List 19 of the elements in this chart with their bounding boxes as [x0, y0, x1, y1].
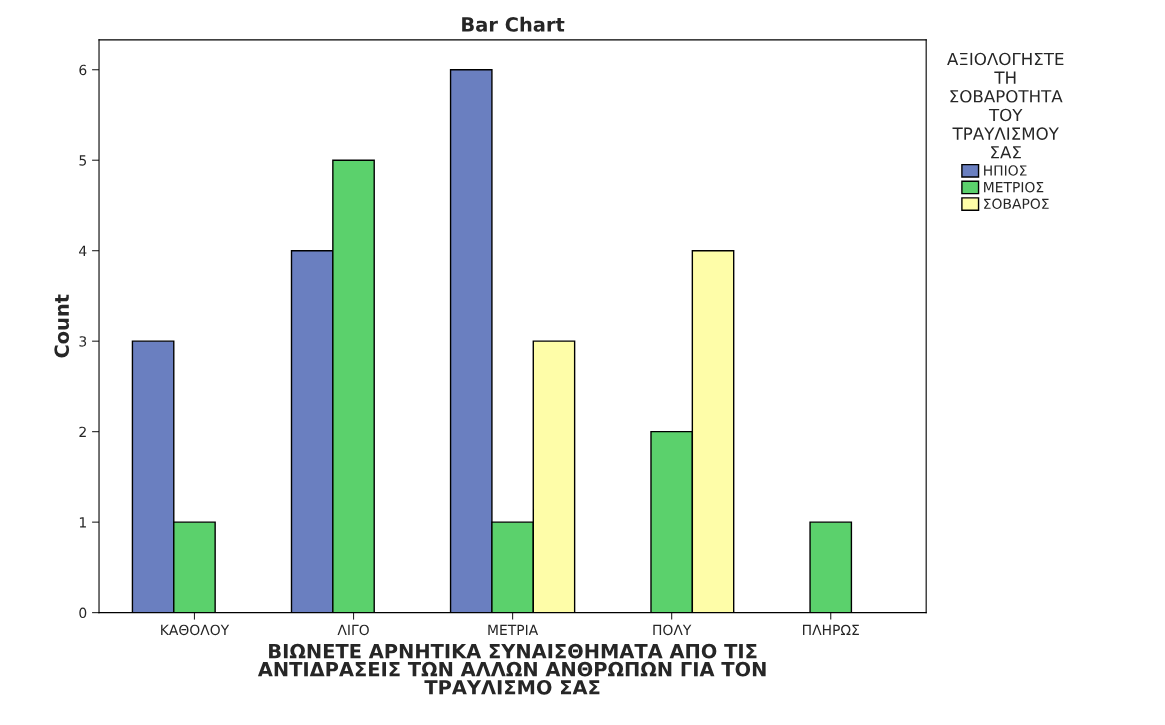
y-tick-label: 2: [79, 426, 86, 437]
y-tick-label: 3: [79, 336, 87, 347]
x-tick-label: ΚΑΘΟΛΟΥ: [161, 624, 230, 636]
legend-label: ΜΕΤΡΙΟΣ: [984, 181, 1044, 193]
x-tick-label: ΛΙΓΟ: [337, 624, 369, 636]
y-tick-label: 4: [79, 245, 87, 256]
x-tick-label: ΜΕΤΡΙΑ: [488, 624, 539, 635]
legend-title: ΑΞΙΟΛΟΓΗΣΤΕ ΤΗ ΣΟΒΑΡΟΤΗΤΑ ΤΟΥ ΤΡΑΥΛΙΣΜΟΥ ΣΑΣ: [947, 52, 1064, 159]
x-tick-label: ΠΛΗΡΩΣ: [803, 624, 859, 635]
chart-title: Bar Chart: [462, 16, 565, 32]
y-tick-label: 1: [79, 517, 86, 528]
legend-label: ΣΟΒΑΡΟΣ: [984, 198, 1049, 210]
y-axis-title: Count: [54, 294, 70, 358]
x-axis-title: ΒΙΩΝΕΤΕ ΑΡΝΗΤΙΚΑ ΣΥΝΑΙΣΘΗΜΑΤΑ ΑΠΟ ΤΙΣ ΑΝΤΙΔΡΑΣΕΙΣ ΤΩΝ ΑΛΛΩΝ ΑΝΘΡΩΠΩΝ ΓΙΑ ΤΟΝ ΤΡΑΥΛΙΣΜΟ ΣΑΣ: [257, 643, 766, 695]
legend-label: ΗΠΙΟΣ: [984, 165, 1027, 176]
y-tick-label: 6: [79, 64, 87, 76]
y-tick-label: 0: [79, 607, 87, 619]
x-tick-label: ΠΟΛΥ: [653, 624, 692, 636]
y-tick-label: 5: [79, 155, 87, 166]
